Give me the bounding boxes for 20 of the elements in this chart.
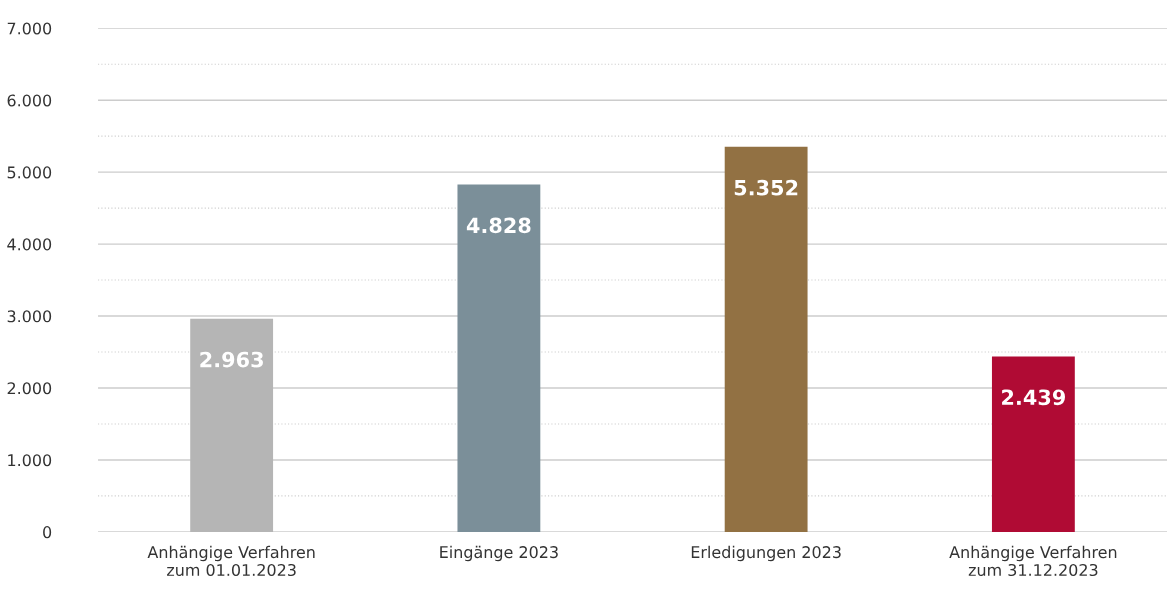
y-tick-label: 5.000 — [7, 166, 52, 179]
y-tick-label: 4.000 — [7, 238, 52, 251]
data-label: 2.963 — [200, 351, 263, 368]
y-tick-label: 0 — [43, 526, 52, 539]
data-label: 5.352 — [734, 179, 798, 196]
bar — [457, 184, 541, 532]
y-tick-label: 7.000 — [7, 22, 52, 35]
bar — [991, 356, 1075, 532]
x-tick-label: Eingänge 2023 — [440, 545, 558, 562]
y-tick-label: 3.000 — [7, 310, 52, 323]
x-tick-label: Anhängige Verfahren zum 01.01.2023 — [147, 545, 315, 577]
data-label: 2.439 — [1002, 389, 1065, 406]
data-label: 4.828 — [466, 217, 531, 234]
x-tick-label: Anhängige Verfahren zum 31.12.2023 — [949, 545, 1117, 577]
bar — [724, 146, 808, 532]
bar — [190, 318, 274, 532]
x-tick-label: Erledigungen 2023 — [691, 545, 841, 562]
y-tick-label: 1.000 — [8, 454, 52, 467]
y-tick-label: 2.000 — [7, 382, 52, 395]
y-tick-label: 6.000 — [7, 94, 52, 107]
